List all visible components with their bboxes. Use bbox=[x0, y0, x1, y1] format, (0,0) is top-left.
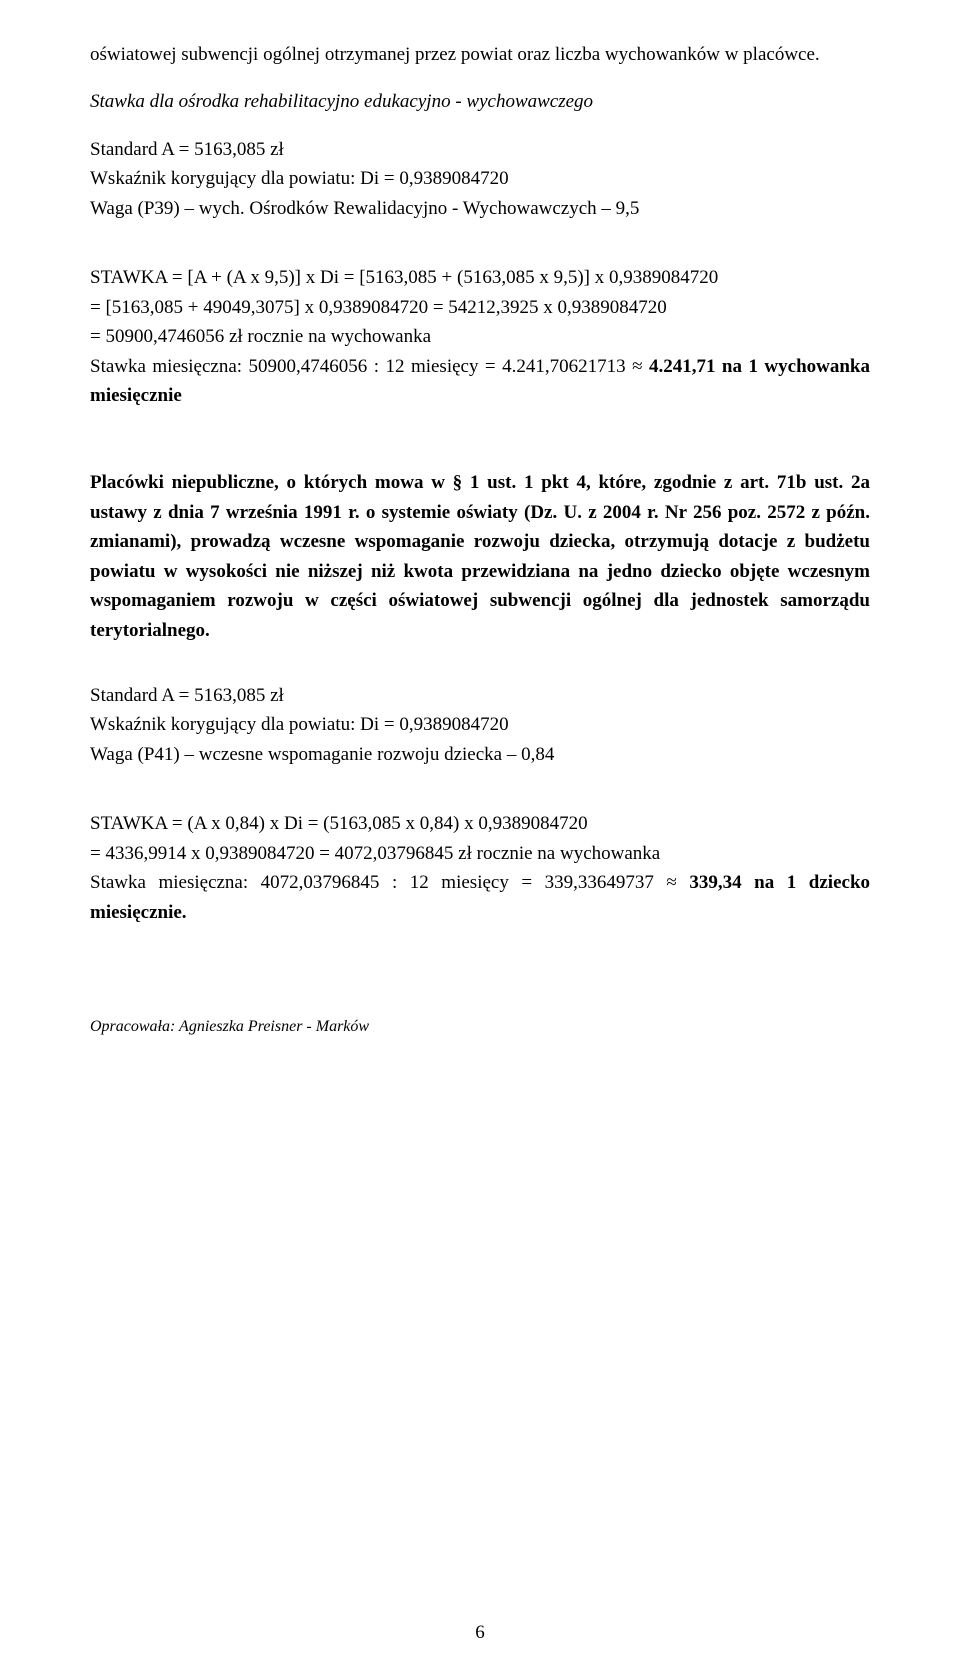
page-number: 6 bbox=[0, 1622, 960, 1644]
standard-a-1: Standard A = 5163,085 zł bbox=[90, 135, 870, 164]
weight-p39: Waga (P39) – wych. Ośrodków Rewalidacyjn… bbox=[90, 194, 870, 223]
author-line: Opracowała: Agnieszka Preisner - Marków bbox=[90, 1015, 870, 1040]
formula-line-3: = 50900,4746056 zł rocznie na wychowanka bbox=[90, 322, 870, 351]
monthly-rate-1: Stawka miesięczna: 50900,4746056 : 12 mi… bbox=[90, 352, 870, 411]
formula-line-1: STAWKA = [A + (A x 9,5)] x Di = [5163,08… bbox=[90, 263, 870, 292]
indicator-1: Wskaźnik korygujący dla powiatu: Di = 0,… bbox=[90, 164, 870, 193]
standard-a-2: Standard A = 5163,085 zł bbox=[90, 681, 870, 710]
monthly-rate-2-text: Stawka miesięczna: 4072,03796845 : 12 mi… bbox=[90, 872, 689, 893]
paragraph-intro: oświatowej subwencji ogólnej otrzymanej … bbox=[90, 40, 870, 69]
formula-line-2: = [5163,085 + 49049,3075] x 0,9389084720… bbox=[90, 293, 870, 322]
monthly-rate-2: Stawka miesięczna: 4072,03796845 : 12 mi… bbox=[90, 868, 870, 927]
formula-line-5: = 4336,9914 x 0,9389084720 = 4072,037968… bbox=[90, 839, 870, 868]
indicator-2: Wskaźnik korygujący dla powiatu: Di = 0,… bbox=[90, 710, 870, 739]
regulatory-paragraph: Placówki niepubliczne, o których mowa w … bbox=[90, 468, 870, 645]
monthly-rate-1-text: Stawka miesięczna: 50900,4746056 : 12 mi… bbox=[90, 356, 649, 377]
weight-p41: Waga (P41) – wczesne wspomaganie rozwoju… bbox=[90, 740, 870, 769]
rate-heading: Stawka dla ośrodka rehabilitacyjno eduka… bbox=[90, 87, 870, 116]
formula-line-4: STAWKA = (A x 0,84) x Di = (5163,085 x 0… bbox=[90, 809, 870, 838]
document-page: oświatowej subwencji ogólnej otrzymanej … bbox=[0, 0, 960, 1669]
